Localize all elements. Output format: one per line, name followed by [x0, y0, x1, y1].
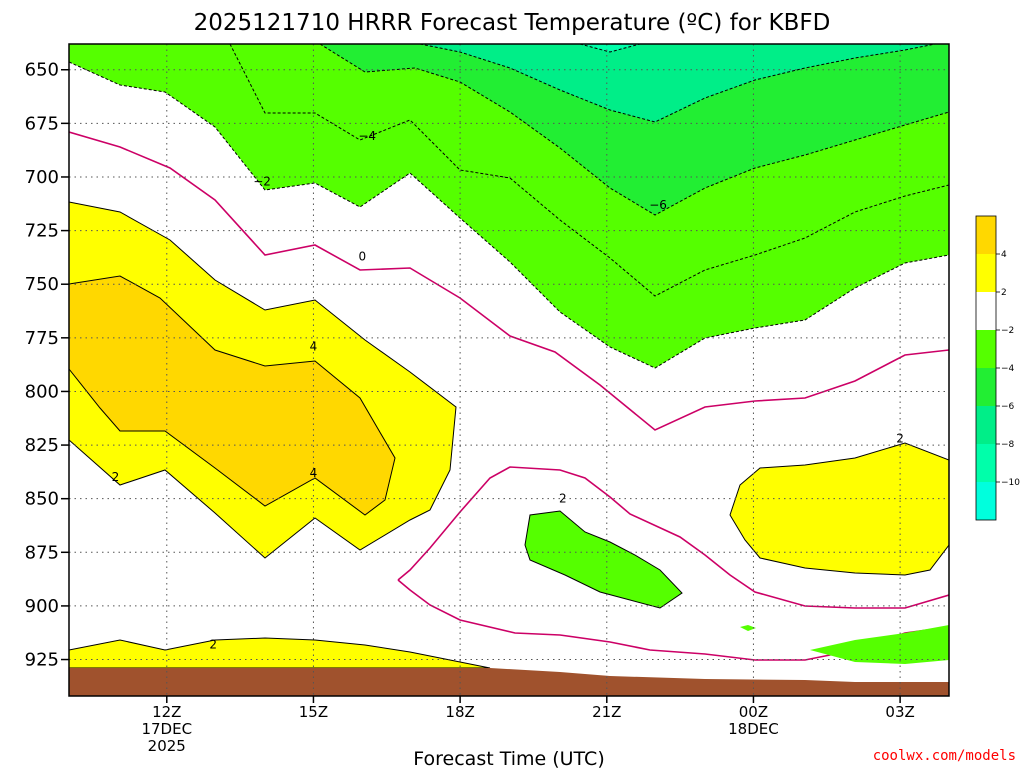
contour-label: 0	[359, 249, 367, 263]
colorbar-label: −6	[1001, 402, 1015, 412]
x-tick-label: 21Z	[592, 703, 621, 721]
contour-label: 4	[310, 466, 318, 480]
colorbar-segment	[976, 368, 996, 406]
contour-line-minus6	[319, 44, 949, 216]
colorbar-label: 2	[1001, 288, 1007, 298]
colorbar-segment	[976, 444, 996, 482]
x-tick-label: 18DEC	[728, 720, 779, 738]
x-tick-label: 17DEC	[141, 720, 192, 738]
y-tick-label: 725	[25, 221, 59, 242]
x-tick-label: 15Z	[299, 703, 328, 721]
colorbar: 4 2 −2 −4 −6 −8 −10	[975, 215, 1020, 521]
colorbar-label: 4	[1001, 250, 1007, 260]
colorbar-label: −2	[1001, 326, 1014, 336]
y-tick-label: 650	[25, 60, 59, 81]
colorbar-segment	[976, 482, 996, 520]
y-tick-label: 825	[25, 435, 59, 456]
zero-isotherm-lower	[397, 466, 949, 609]
colorbar-segment	[976, 216, 996, 254]
contour-label: 2	[896, 432, 904, 446]
x-tick-label: 03Z	[885, 703, 914, 721]
contour-labels: −2 −4 −6 0 4 4 2 2 2 2	[112, 129, 904, 651]
contour-line-minus10	[579, 44, 641, 53]
colorbar-segment	[976, 292, 996, 330]
x-tick-label: 12Z	[152, 703, 181, 721]
contour-fill-plus2-east	[729, 442, 949, 576]
colorbar-label: −10	[1001, 478, 1020, 488]
contour-fill-cold-east	[810, 625, 949, 664]
credit-text: coolwx.com/models	[873, 748, 1016, 764]
contour-fill-cold-pocket	[524, 510, 683, 609]
x-tick-label: 00Z	[739, 703, 768, 721]
y-tick-label: 700	[25, 167, 59, 188]
contour-label: −6	[649, 198, 667, 212]
contour-label: 2	[559, 492, 567, 506]
y-tick-label: 800	[25, 381, 59, 402]
contour-fill-cold-tiny	[740, 625, 756, 631]
y-tick-label: 675	[25, 113, 59, 134]
y-tick-label: 850	[25, 489, 59, 510]
y-tick-label: 750	[25, 274, 59, 295]
y-tick-label: 875	[25, 542, 59, 563]
contour-fill-minus4	[320, 44, 949, 215]
contour-label: 4	[310, 339, 318, 353]
x-tick-label: 2025	[148, 737, 186, 755]
contour-line-minus2	[69, 61, 949, 369]
colorbar-label: −8	[1001, 440, 1015, 450]
y-tick-label: 925	[25, 650, 59, 671]
contour-fill-minus8	[580, 44, 640, 52]
contour-fill-plus4	[69, 275, 396, 516]
contour-label: −2	[253, 174, 271, 188]
colorbar-label: −4	[1001, 364, 1015, 374]
y-tick-label: 775	[25, 328, 59, 349]
contour-line-minus8	[419, 44, 936, 123]
colorbar-segment	[976, 330, 996, 368]
colorbar-segment	[976, 406, 996, 444]
gridlines	[69, 44, 949, 696]
x-axis-label: Forecast Time (UTC)	[413, 748, 604, 768]
ground-terrain	[69, 668, 949, 696]
x-tick-label: 18Z	[445, 703, 474, 721]
plot-frame	[68, 43, 950, 697]
contour-fields	[69, 44, 949, 696]
chart-title: 2025121710 HRRR Forecast Temperature (ºC…	[194, 10, 831, 36]
zero-isotherm-upper	[69, 131, 949, 431]
contour-label: 2	[209, 638, 217, 652]
contour-fill-minus6	[420, 44, 935, 122]
contour-line-minus4	[229, 44, 949, 297]
contour-label: 2	[112, 470, 120, 484]
colorbar-segment	[976, 254, 996, 292]
y-tick-label: 900	[25, 596, 59, 617]
y-axis: 650 675 700 725 750 775 800 825 850 875 900 925	[25, 60, 69, 671]
contour-label: −4	[358, 129, 376, 143]
